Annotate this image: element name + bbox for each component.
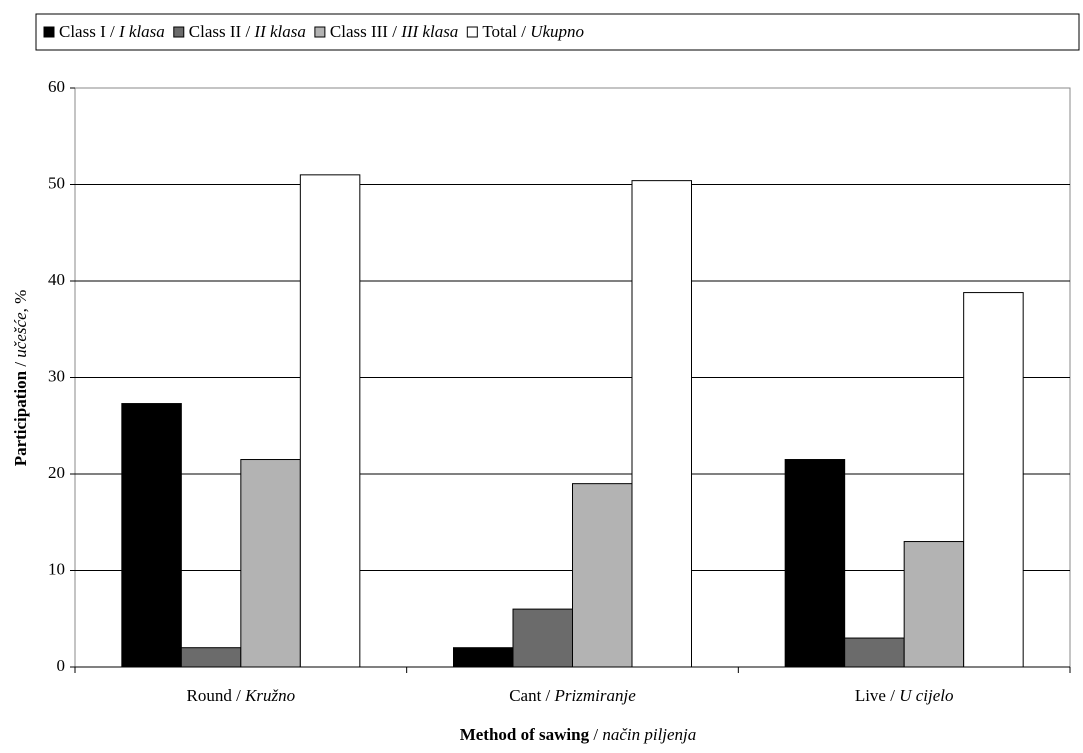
y-axis-label: Participation / učešće, % xyxy=(11,290,30,467)
bar xyxy=(512,608,573,668)
y-tick-label: 20 xyxy=(48,463,65,482)
legend-label: Class III / III klasa xyxy=(330,22,458,41)
legend-label: Class I / I klasa xyxy=(59,22,165,41)
y-tick-label: 50 xyxy=(48,173,65,192)
bar xyxy=(121,403,182,668)
bar xyxy=(963,292,1024,668)
legend-swatch xyxy=(173,26,185,38)
bar xyxy=(180,647,242,668)
x-tick-label: Live / U cijelo xyxy=(855,686,954,705)
bar xyxy=(903,541,965,668)
y-tick-label: 60 xyxy=(48,77,65,96)
y-tick-label: 10 xyxy=(48,559,65,578)
y-tick-label: 30 xyxy=(48,366,65,385)
x-tick-label: Round / Kružno xyxy=(187,686,296,705)
legend-box xyxy=(35,13,1080,51)
legend-swatch xyxy=(466,26,478,38)
x-axis-label: Method of sawing / način piljenja xyxy=(460,725,697,744)
bar xyxy=(572,483,633,668)
bar xyxy=(631,180,692,668)
bar xyxy=(784,459,846,668)
legend-label: Total / Ukupno xyxy=(482,22,584,41)
bar xyxy=(240,459,301,668)
bar xyxy=(299,174,361,668)
bar xyxy=(453,647,514,668)
x-tick-label: Cant / Prizmiranje xyxy=(509,686,636,705)
bar xyxy=(844,637,905,668)
legend-swatch xyxy=(314,26,326,38)
y-tick-label: 40 xyxy=(48,270,65,289)
legend-swatch xyxy=(43,26,55,38)
legend-label: Class II / II klasa xyxy=(189,22,306,41)
y-tick-label: 0 xyxy=(57,656,66,675)
